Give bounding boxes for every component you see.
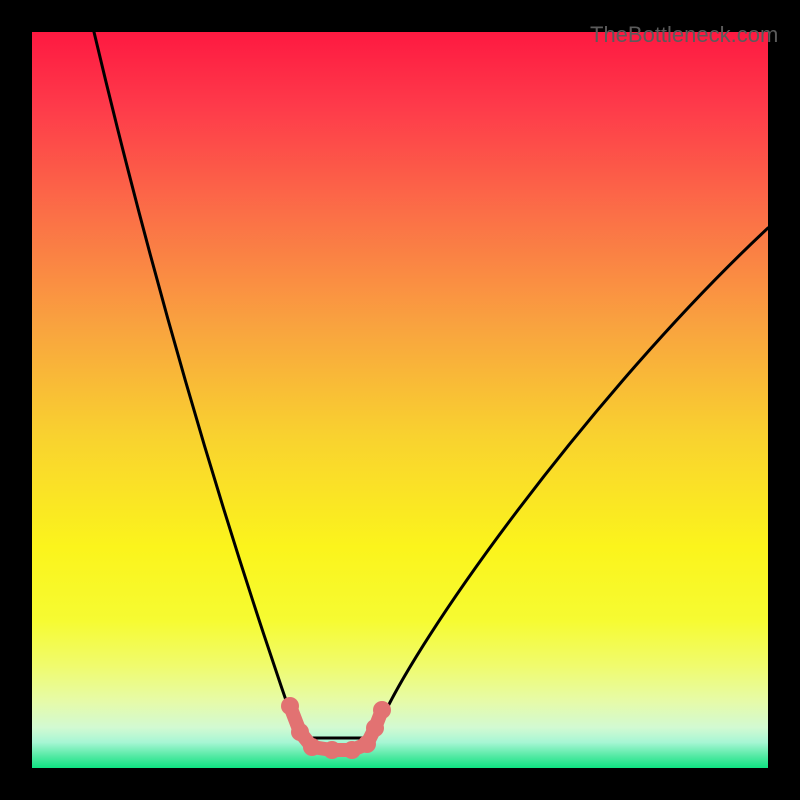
marker-dot xyxy=(291,723,309,741)
chart-svg xyxy=(32,32,768,768)
marker-dot xyxy=(303,738,321,756)
marker-dot xyxy=(281,697,299,715)
marker-dot xyxy=(366,719,384,737)
marker-dot xyxy=(323,741,341,759)
marker-dot xyxy=(373,701,391,719)
plot-area xyxy=(32,32,768,768)
watermark-text: TheBottleneck.com xyxy=(590,22,778,48)
marker-dot xyxy=(358,735,376,753)
gradient-background xyxy=(32,32,768,768)
